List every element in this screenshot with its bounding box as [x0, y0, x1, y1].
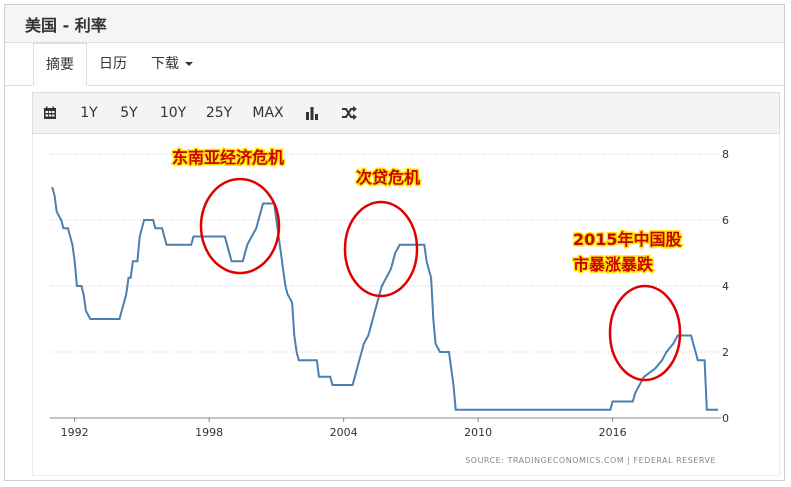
widget-frame: 美国 - 利率 摘要 日历 下载 1Y 5Y 10Y 25Y MAX — [4, 4, 785, 481]
y-tick-label: 6 — [722, 214, 729, 227]
source-text: SOURCE: TRADINGECONOMICS.COM | FEDERAL R… — [465, 456, 716, 465]
calendar-icon[interactable] — [41, 93, 59, 133]
y-tick-label: 8 — [722, 148, 729, 161]
tab-summary[interactable]: 摘要 — [33, 43, 87, 86]
chart-toolbar: 1Y 5Y 10Y 25Y MAX — [32, 92, 780, 134]
caret-down-icon — [185, 62, 193, 66]
y-tick-label: 4 — [722, 280, 729, 293]
y-axis: 0 2 4 6 8 — [722, 148, 729, 425]
x-tick-label: 1998 — [195, 426, 223, 439]
annotation-subprime: 次贷危机 — [356, 168, 420, 187]
tab-calendar[interactable]: 日历 — [99, 56, 127, 72]
bar-chart-icon[interactable] — [303, 93, 321, 133]
y-tick-label: 0 — [722, 412, 729, 425]
annotation-china-stock-line1: 2015年中国股 — [573, 230, 683, 249]
highlight-ellipse-subprime — [343, 200, 419, 298]
range-10y-button[interactable]: 10Y — [159, 105, 187, 121]
tab-download-label: 下载 — [151, 56, 179, 72]
highlight-ellipse-asian-crisis — [199, 177, 281, 275]
shuffle-icon[interactable] — [339, 93, 359, 133]
x-tick-label: 2016 — [599, 426, 627, 439]
rate-series-line — [51, 186, 718, 411]
range-5y-button[interactable]: 5Y — [120, 105, 138, 121]
range-1y-button[interactable]: 1Y — [80, 105, 98, 121]
x-tick-label: 2010 — [464, 426, 492, 439]
title-bar: 美国 - 利率 — [5, 5, 784, 43]
range-max-button[interactable]: MAX — [252, 105, 284, 121]
annotation-china-stock-line2: 市暴涨暴跌 — [573, 255, 654, 274]
highlight-ellipses — [199, 177, 682, 382]
tab-bar: 摘要 日历 下载 — [5, 43, 784, 86]
x-tick-label: 1992 — [61, 426, 89, 439]
highlight-ellipse-china-stock — [608, 284, 682, 382]
x-tick-label: 2004 — [330, 426, 358, 439]
grid — [50, 153, 721, 419]
x-axis: 1992 1998 2004 2010 2016 — [61, 418, 627, 439]
range-25y-button[interactable]: 25Y — [205, 105, 233, 121]
page-title: 美国 - 利率 — [25, 16, 107, 35]
chart-area — [32, 134, 780, 476]
annotation-asian-crisis: 东南亚经济危机 — [172, 148, 284, 167]
y-tick-label: 2 — [722, 346, 729, 359]
tab-download[interactable]: 下载 — [139, 43, 205, 85]
